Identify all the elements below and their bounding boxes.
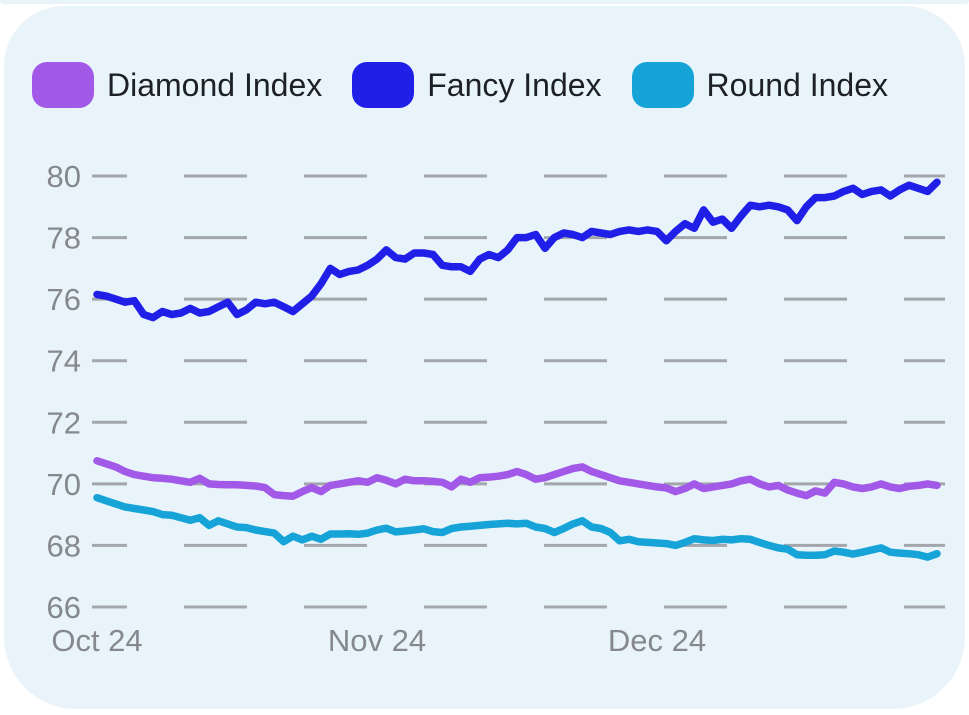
- legend-item-diamond-index[interactable]: Diamond Index: [32, 62, 322, 108]
- svg-text:74: 74: [47, 344, 81, 379]
- legend-item-round-index[interactable]: Round Index: [631, 62, 889, 108]
- top-card-edge: [0, 0, 969, 4]
- chart-area: 80 78 76 74 72 70 68 66 Oct 24 Nov 24 Dec 24: [4, 6, 965, 709]
- svg-text:70: 70: [47, 467, 81, 502]
- legend-item-fancy-index[interactable]: Fancy Index: [352, 62, 602, 108]
- chart-card: 80 78 76 74 72 70 68 66 Oct 24 Nov 24 Dec 24 Diamo…: [4, 6, 965, 709]
- svg-text:78: 78: [47, 221, 81, 256]
- svg-text:66: 66: [47, 590, 81, 625]
- svg-text:Oct 24: Oct 24: [51, 623, 142, 658]
- fancy-index-swatch-icon: [352, 62, 415, 108]
- round-index-swatch-icon: [631, 62, 694, 108]
- svg-text:Dec 24: Dec 24: [608, 623, 706, 658]
- svg-text:80: 80: [47, 159, 81, 194]
- svg-text:Nov 24: Nov 24: [328, 623, 426, 658]
- legend-label-round-index: Round Index: [706, 67, 889, 103]
- svg-text:72: 72: [47, 405, 81, 440]
- legend-label-fancy-index: Fancy Index: [427, 67, 602, 103]
- series-line-round-index: [93, 493, 941, 561]
- series-line-diamond-index: [93, 457, 941, 500]
- diamond-index-swatch-icon: [32, 62, 94, 108]
- svg-text:68: 68: [47, 528, 81, 563]
- svg-text:76: 76: [47, 282, 81, 317]
- legend-label-diamond-index: Diamond Index: [107, 67, 323, 103]
- series-line-fancy-index: [93, 178, 941, 322]
- legend: Diamond Index Fancy Index Round Index: [32, 62, 888, 108]
